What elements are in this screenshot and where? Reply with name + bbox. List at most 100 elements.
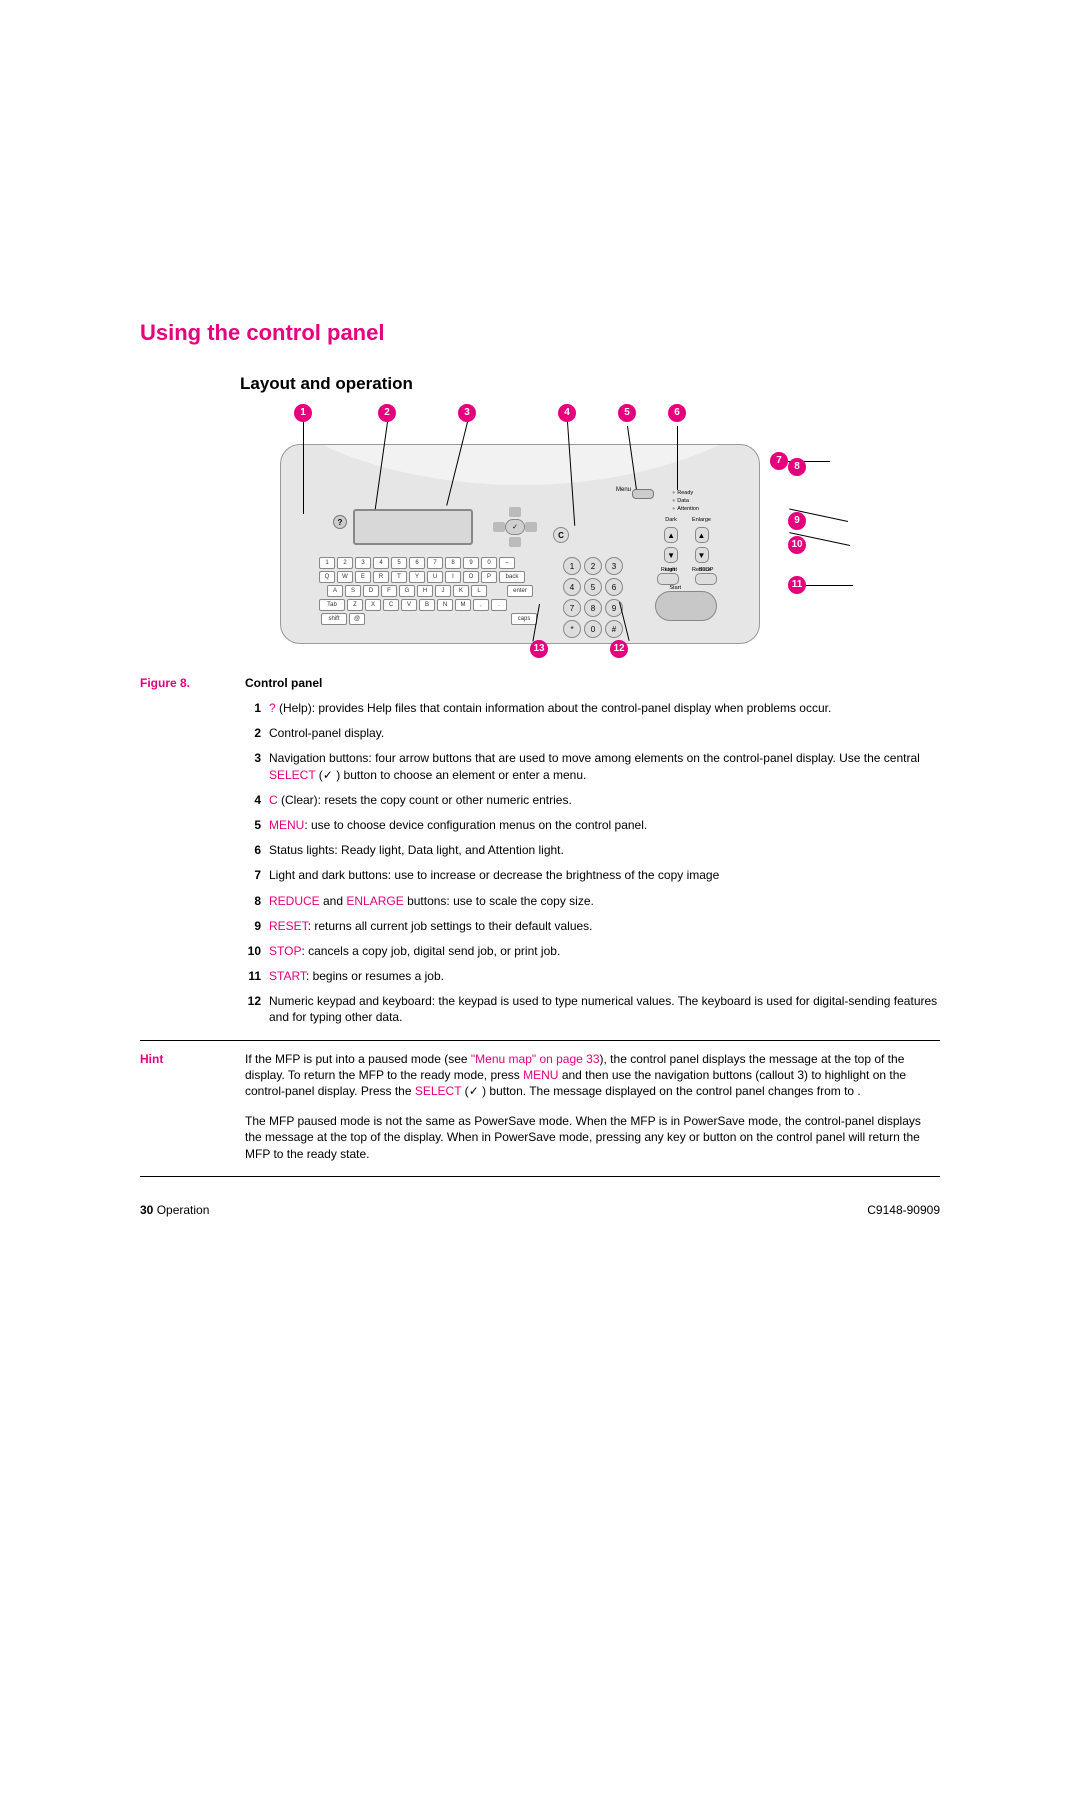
numpad-key[interactable]: 2 <box>584 557 602 575</box>
clear-button[interactable]: C <box>553 527 569 543</box>
key[interactable]: M <box>455 599 471 611</box>
key[interactable]: 7 <box>427 557 443 569</box>
key[interactable]: H <box>417 585 433 597</box>
list-item: 10STOP: cancels a copy job, digital send… <box>245 943 940 959</box>
key[interactable]: . <box>491 599 507 611</box>
key[interactable]: 0 <box>481 557 497 569</box>
key[interactable]: X <box>365 599 381 611</box>
callout-12: 12 <box>610 640 628 658</box>
divider-2 <box>140 1176 940 1177</box>
key[interactable]: N <box>437 599 453 611</box>
nav-up[interactable] <box>509 507 521 517</box>
key[interactable]: caps <box>511 613 537 625</box>
stop-button[interactable] <box>695 573 717 585</box>
numpad-key[interactable]: # <box>605 620 623 638</box>
callout-8: 8 <box>788 458 806 476</box>
section-title: Using the control panel <box>140 320 940 346</box>
stop-group: STOP <box>695 567 717 585</box>
key[interactable]: 9 <box>463 557 479 569</box>
key[interactable]: B <box>419 599 435 611</box>
menu-button[interactable] <box>632 489 654 499</box>
key[interactable]: Y <box>409 571 425 583</box>
key[interactable]: I <box>445 571 461 583</box>
key[interactable]: 5 <box>391 557 407 569</box>
key[interactable]: – <box>499 557 515 569</box>
key[interactable]: shift <box>321 613 347 625</box>
callout-6: 6 <box>668 404 686 422</box>
nav-buttons[interactable]: ✓ <box>491 507 539 547</box>
help-button[interactable]: ? <box>333 515 347 529</box>
keyboard[interactable]: 1234567890– QWERTYUIOPback ASDFGHJKLenter T… <box>319 557 551 627</box>
key[interactable]: F <box>381 585 397 597</box>
key[interactable]: J <box>435 585 451 597</box>
callout-10: 10 <box>788 536 806 554</box>
key[interactable]: O <box>463 571 479 583</box>
dark-light-col: Dark ▲ ▼ Light <box>664 517 678 573</box>
chapter-name: Operation <box>157 1203 210 1217</box>
callout-2: 2 <box>378 404 396 422</box>
key[interactable]: 2 <box>337 557 353 569</box>
nav-select[interactable]: ✓ <box>505 519 525 535</box>
list-item: 4C (Clear): resets the copy count or oth… <box>245 792 940 808</box>
nav-right[interactable] <box>525 522 537 532</box>
hint-block: Hint If the MFP is put into a paused mod… <box>140 1051 940 1100</box>
callout-5: 5 <box>618 404 636 422</box>
list-item: 6Status lights: Ready light, Data light,… <box>245 842 940 858</box>
key[interactable]: 4 <box>373 557 389 569</box>
numpad-key[interactable]: 1 <box>563 557 581 575</box>
key[interactable]: A <box>327 585 343 597</box>
nav-down[interactable] <box>509 537 521 547</box>
key[interactable]: 3 <box>355 557 371 569</box>
key[interactable]: enter <box>507 585 533 597</box>
numpad[interactable]: 123456789*0# <box>563 557 623 638</box>
light-button[interactable]: ▼ <box>664 547 678 563</box>
key[interactable]: D <box>363 585 379 597</box>
numpad-key[interactable]: 0 <box>584 620 602 638</box>
key[interactable]: R <box>373 571 389 583</box>
numpad-key[interactable]: 5 <box>584 578 602 596</box>
key[interactable]: P <box>481 571 497 583</box>
numpad-key[interactable]: * <box>563 620 581 638</box>
key[interactable]: W <box>337 571 353 583</box>
list-item: 1? (Help): provides Help files that cont… <box>245 700 940 716</box>
numpad-key[interactable]: 7 <box>563 599 581 617</box>
key[interactable]: Z <box>347 599 363 611</box>
document-id: C9148-90909 <box>867 1203 940 1217</box>
key[interactable]: Tab <box>319 599 345 611</box>
paragraph-2: The MFP paused mode is not the same as P… <box>245 1113 940 1162</box>
page-footer: 30 Operation C9148-90909 <box>140 1203 940 1217</box>
reset-button[interactable] <box>657 573 679 585</box>
list-item: 5MENU: use to choose device configuratio… <box>245 817 940 833</box>
key[interactable]: 8 <box>445 557 461 569</box>
panel-display <box>353 509 473 545</box>
numpad-key[interactable]: 4 <box>563 578 581 596</box>
reduce-button[interactable]: ▼ <box>695 547 709 563</box>
figure-control-panel: 1 2 3 4 5 6 7 8 9 10 11 12 13 ? <box>260 404 780 664</box>
key[interactable]: U <box>427 571 443 583</box>
key[interactable]: Q <box>319 571 335 583</box>
key[interactable]: L <box>471 585 487 597</box>
numpad-key[interactable]: 8 <box>584 599 602 617</box>
nav-left[interactable] <box>493 522 505 532</box>
numpad-key[interactable]: 3 <box>605 557 623 575</box>
key[interactable]: S <box>345 585 361 597</box>
hint-label: Hint <box>140 1051 245 1100</box>
key[interactable]: , <box>473 599 489 611</box>
key[interactable]: back <box>499 571 525 583</box>
key[interactable]: K <box>453 585 469 597</box>
item-list: 1? (Help): provides Help files that cont… <box>245 700 940 1026</box>
enlarge-button[interactable]: ▲ <box>695 527 709 543</box>
key[interactable]: V <box>401 599 417 611</box>
page-number: 30 <box>140 1203 153 1217</box>
key[interactable]: T <box>391 571 407 583</box>
dark-button[interactable]: ▲ <box>664 527 678 543</box>
numpad-key[interactable]: 6 <box>605 578 623 596</box>
key[interactable]: 1 <box>319 557 335 569</box>
key[interactable]: G <box>399 585 415 597</box>
callout-11: 11 <box>788 576 806 594</box>
key[interactable]: 6 <box>409 557 425 569</box>
start-button[interactable] <box>655 591 717 621</box>
key[interactable]: C <box>383 599 399 611</box>
key[interactable]: E <box>355 571 371 583</box>
key[interactable]: @ <box>349 613 365 625</box>
